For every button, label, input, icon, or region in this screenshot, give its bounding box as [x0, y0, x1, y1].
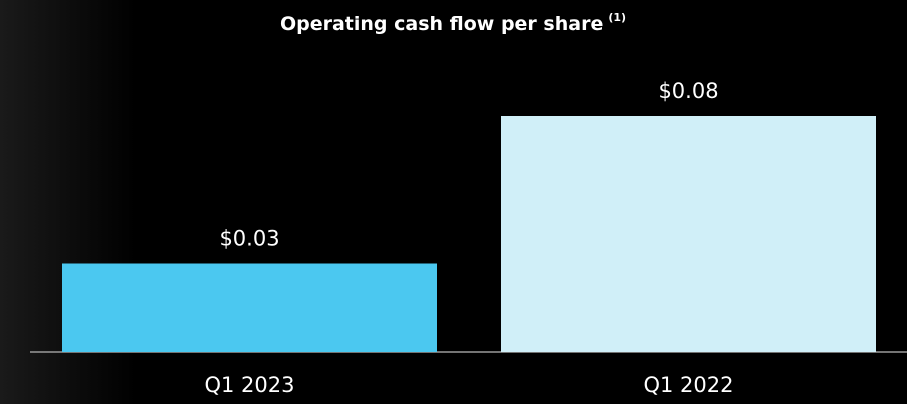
title-note: (1)	[608, 11, 626, 24]
bar	[501, 116, 876, 352]
value-label: $0.08	[658, 79, 718, 103]
value-label: $0.03	[219, 227, 279, 251]
x-tick-label: Q1 2022	[643, 373, 733, 397]
title-text: Operating cash flow per share	[280, 13, 603, 35]
x-tick-label: Q1 2023	[204, 373, 294, 397]
chart-title: Operating cash flow per share (1)	[280, 11, 626, 35]
bar	[62, 263, 437, 352]
